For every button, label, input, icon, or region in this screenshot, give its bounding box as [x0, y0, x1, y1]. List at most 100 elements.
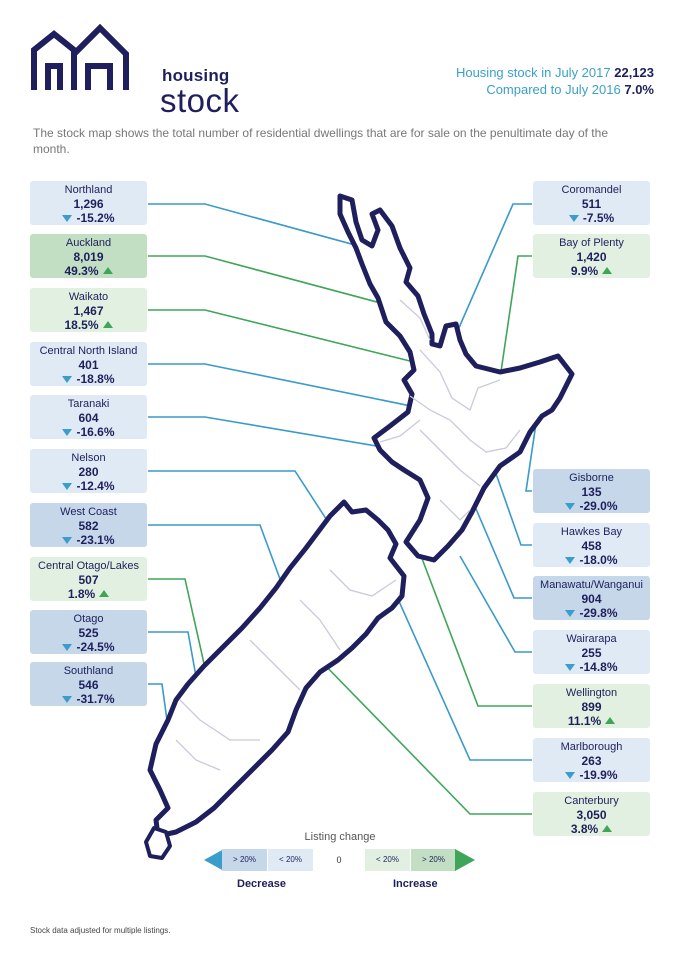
region-change-row: 18.5%	[30, 318, 147, 332]
housing-stock-logo: housing stock	[30, 24, 240, 119]
region-count: 135	[581, 485, 602, 499]
region-name: Northland	[64, 184, 113, 196]
change-summary-line: Compared to July 2016 7.0%	[456, 81, 654, 98]
region-change-row: -23.1%	[30, 533, 147, 547]
down-triangle-icon	[62, 696, 73, 703]
up-triangle-icon	[602, 825, 613, 832]
region-name: Bay of Plenty	[559, 237, 624, 249]
region-name: Central Otago/Lakes	[38, 560, 139, 572]
stock-label: Housing stock in July 2017	[455, 65, 611, 80]
region-name: Nelson	[71, 452, 106, 464]
stock-summary-line: Housing stock in July 2017 22,123	[456, 64, 654, 81]
down-triangle-icon	[62, 483, 73, 490]
region-change-row: -31.7%	[30, 692, 147, 706]
region-change: -31.7%	[76, 692, 115, 706]
region-box-west-coast: West Coast 582 -23.1%	[30, 503, 147, 547]
leader-line-taranaki	[148, 416, 401, 451]
region-change: -12.4%	[76, 479, 115, 493]
up-triangle-icon	[605, 717, 616, 724]
region-count: 1,467	[73, 304, 104, 318]
region-box-nelson: Nelson 280 -12.4%	[30, 449, 147, 493]
logo-word-stock: stock	[160, 82, 240, 119]
region-change: -29.0%	[579, 499, 618, 513]
decrease-arrow-icon	[204, 849, 224, 871]
down-triangle-icon	[565, 772, 576, 779]
region-change-row: -15.2%	[30, 211, 147, 225]
up-triangle-icon	[102, 321, 113, 328]
stewart-island-outline	[144, 826, 172, 860]
region-name: Hawkes Bay	[560, 526, 623, 538]
region-count: 1,420	[576, 250, 607, 264]
region-change: -19.9%	[579, 768, 618, 782]
region-name: Manawatu/Wanganui	[540, 579, 643, 591]
region-box-gisborne: Gisborne 135 -29.0%	[533, 469, 650, 513]
house-outline-icon	[31, 24, 129, 90]
region-name: Canterbury	[564, 795, 619, 807]
region-box-wellington: Wellington 899 11.1%	[533, 684, 650, 728]
region-change-row: 1.8%	[30, 587, 147, 601]
region-change: 49.3%	[64, 264, 99, 278]
down-triangle-icon	[62, 215, 73, 222]
region-box-southland: Southland 546 -31.7%	[30, 662, 147, 706]
up-triangle-icon	[602, 267, 613, 274]
region-count: 525	[78, 626, 99, 640]
region-change: -29.8%	[579, 606, 618, 620]
region-change: -24.5%	[76, 640, 115, 654]
leader-line-northland	[148, 203, 389, 255]
region-box-wairarapa: Wairarapa 255 -14.8%	[533, 630, 650, 674]
leader-line-wellington	[417, 547, 532, 707]
region-name: West Coast	[60, 506, 117, 518]
region-change: -16.6%	[76, 425, 115, 439]
region-change: -18.0%	[579, 553, 618, 567]
stock-value: 22,123	[614, 65, 654, 80]
leader-line-auckland	[148, 255, 419, 314]
legend-zero: 0	[336, 855, 342, 865]
region-count: 280	[78, 465, 99, 479]
region-name: Waikato	[68, 291, 109, 303]
leader-line-central-north-island	[148, 363, 466, 418]
region-count: 507	[78, 573, 99, 587]
leader-line-wairarapa	[459, 555, 532, 653]
region-change: 11.1%	[567, 714, 602, 728]
region-change-row: -19.9%	[533, 768, 650, 782]
down-triangle-icon	[565, 557, 576, 564]
region-change-row: -24.5%	[30, 640, 147, 654]
leader-line-marlborough	[384, 569, 532, 761]
region-change: -14.8%	[579, 660, 618, 674]
region-box-bay-of-plenty: Bay of Plenty 1,420 9.9%	[533, 234, 650, 278]
region-name: Coromandel	[561, 184, 622, 196]
region-change-row: 3.8%	[533, 822, 650, 836]
stock-summary: Housing stock in July 2017 22,123 Compar…	[456, 64, 654, 98]
north-island-outline	[337, 193, 575, 563]
down-triangle-icon	[62, 376, 73, 383]
up-triangle-icon	[102, 267, 113, 274]
down-triangle-icon	[565, 610, 576, 617]
region-box-taranaki: Taranaki 604 -16.6%	[30, 395, 147, 439]
legend-increase-high: > 20%	[411, 849, 456, 871]
region-change-row: -14.8%	[533, 660, 650, 674]
region-count: 1,296	[73, 197, 104, 211]
region-box-waikato: Waikato 1,467 18.5%	[30, 288, 147, 332]
region-box-manawatu-wanganui: Manawatu/Wanganui 904 -29.8%	[533, 576, 650, 620]
region-count: 255	[581, 646, 602, 660]
change-value: 7.0%	[624, 82, 654, 97]
down-triangle-icon	[62, 429, 73, 436]
down-triangle-icon	[62, 644, 73, 651]
leader-line-manawatu-wanganui	[461, 475, 532, 599]
region-count: 401	[78, 358, 99, 372]
region-name: Wairarapa	[566, 633, 617, 645]
region-count: 8,019	[73, 250, 104, 264]
region-change-row: -18.0%	[533, 553, 650, 567]
down-triangle-icon	[568, 215, 579, 222]
region-box-marlborough: Marlborough 263 -19.9%	[533, 738, 650, 782]
region-box-auckland: Auckland 8,019 49.3%	[30, 234, 147, 278]
leader-line-canterbury	[317, 657, 532, 815]
region-count: 582	[78, 519, 99, 533]
footnote: Stock data adjusted for multiple listing…	[30, 926, 171, 935]
region-name: Central North Island	[39, 345, 138, 357]
region-name: Marlborough	[560, 741, 623, 753]
region-count: 263	[581, 754, 602, 768]
intro-text: The stock map shows the total number of …	[33, 126, 608, 156]
region-box-central-north-island: Central North Island 401 -18.8%	[30, 342, 147, 386]
